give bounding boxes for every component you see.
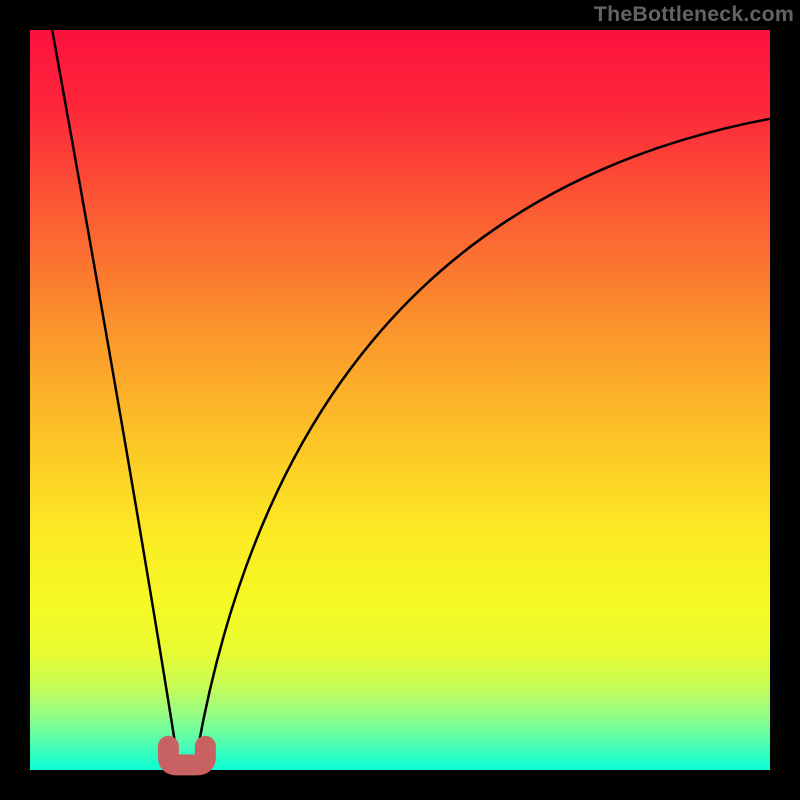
stage: TheBottleneck.com [0, 0, 800, 800]
chart-canvas [0, 0, 800, 800]
watermark-text: TheBottleneck.com [594, 2, 794, 27]
gradient-background [30, 30, 770, 770]
